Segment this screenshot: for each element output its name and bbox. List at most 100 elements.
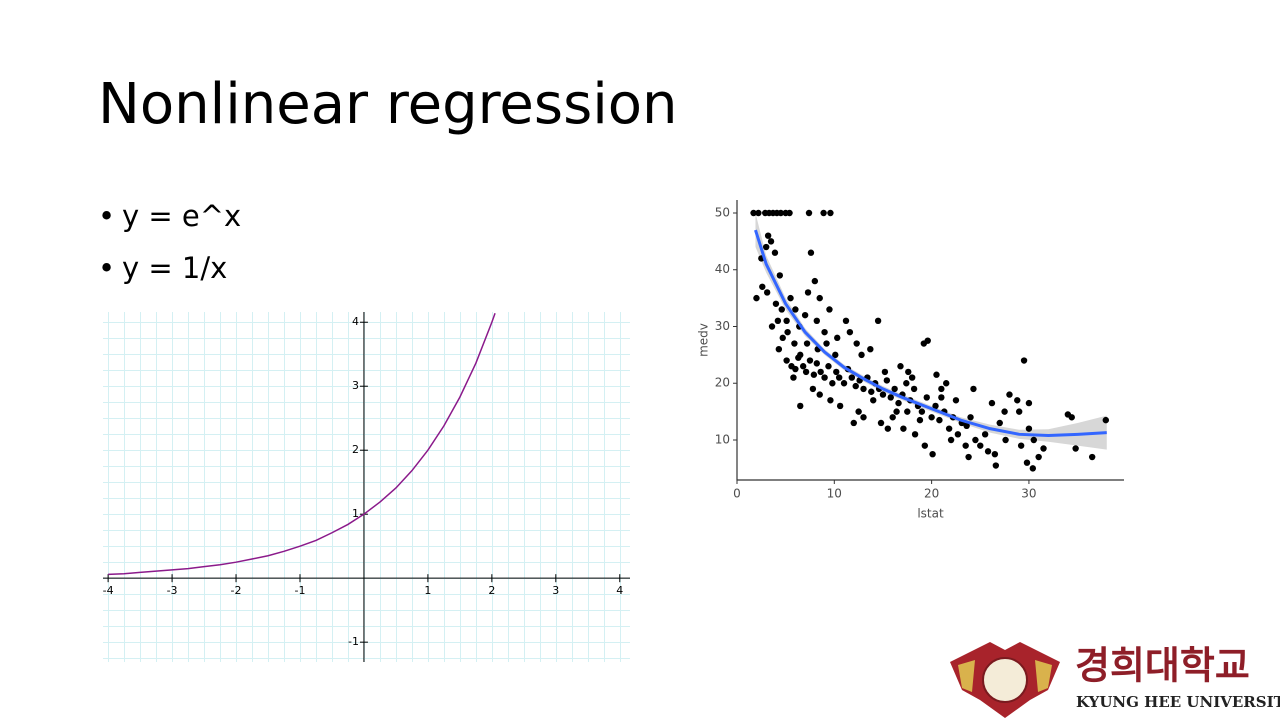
point xyxy=(962,442,969,449)
point xyxy=(833,368,840,376)
point xyxy=(967,414,974,421)
point xyxy=(817,368,824,376)
point xyxy=(938,394,945,401)
bullet-dot: • xyxy=(98,199,115,233)
point xyxy=(903,380,910,387)
point xyxy=(905,368,912,376)
point xyxy=(759,283,766,290)
point xyxy=(813,360,820,367)
point xyxy=(1002,436,1009,444)
point xyxy=(992,462,1000,469)
point xyxy=(816,294,823,302)
point xyxy=(893,408,900,415)
x-tick-label: 10 xyxy=(827,487,842,501)
point xyxy=(762,243,770,251)
point xyxy=(887,394,894,401)
axes xyxy=(736,200,1124,481)
y-tick-label: 10 xyxy=(715,432,730,446)
point xyxy=(996,419,1003,427)
point xyxy=(924,337,931,344)
y-tick-label: -1 xyxy=(348,635,359,648)
point xyxy=(791,340,798,347)
point xyxy=(835,374,843,381)
y-tick-label: 50 xyxy=(715,205,730,219)
point xyxy=(790,374,797,381)
point xyxy=(805,209,813,217)
point xyxy=(783,357,790,364)
point xyxy=(834,334,841,342)
point xyxy=(991,450,999,458)
y-tick-label: 2 xyxy=(352,443,359,456)
point xyxy=(816,391,823,398)
point xyxy=(804,289,812,296)
logo: 경희대학교 KYUNG HEE UNIVERSITY xyxy=(950,642,1280,718)
point xyxy=(1035,453,1042,461)
point xyxy=(826,306,833,313)
point xyxy=(921,442,929,449)
point xyxy=(772,300,780,307)
y-tick-label: 40 xyxy=(715,262,730,276)
bullet-dot: • xyxy=(98,251,115,285)
point xyxy=(984,448,992,455)
point xyxy=(936,416,943,424)
y-axis-title: medv xyxy=(697,323,711,357)
point xyxy=(803,340,811,347)
point xyxy=(977,442,984,449)
point xyxy=(784,328,791,336)
point xyxy=(1017,442,1025,449)
y-tick-label: 4 xyxy=(352,315,359,328)
point xyxy=(1025,425,1033,432)
point xyxy=(970,385,977,393)
point xyxy=(895,399,902,407)
point xyxy=(954,431,962,438)
point xyxy=(801,311,809,319)
point xyxy=(1072,445,1079,452)
point xyxy=(1006,391,1013,398)
x-tick-label: -3 xyxy=(167,584,178,597)
point xyxy=(1068,414,1075,421)
point xyxy=(883,377,891,384)
x-tick-label: -1 xyxy=(295,584,306,597)
x-tick-label: 0 xyxy=(733,487,741,501)
point xyxy=(897,363,904,370)
y-tick-label: 20 xyxy=(715,376,730,390)
point xyxy=(774,317,782,325)
point xyxy=(963,422,970,430)
point xyxy=(767,238,775,245)
point xyxy=(813,317,820,325)
point xyxy=(1040,445,1047,452)
x-tick-label: 20 xyxy=(924,487,939,501)
point xyxy=(852,382,859,390)
point xyxy=(911,431,919,438)
point xyxy=(842,317,850,325)
point xyxy=(755,209,762,217)
point xyxy=(795,354,802,361)
point xyxy=(787,294,794,302)
point xyxy=(825,363,832,370)
point xyxy=(820,209,827,217)
point xyxy=(792,365,799,373)
point xyxy=(874,317,882,325)
point xyxy=(1001,408,1008,415)
point xyxy=(965,453,972,461)
point xyxy=(889,414,896,421)
point xyxy=(918,408,926,415)
emblem-scroll xyxy=(958,660,1052,692)
point xyxy=(929,450,936,458)
point xyxy=(821,328,828,336)
point xyxy=(848,374,856,381)
point xyxy=(1102,416,1110,424)
point xyxy=(802,368,810,376)
point xyxy=(776,272,784,279)
point xyxy=(877,419,885,427)
point xyxy=(786,209,793,217)
point xyxy=(775,345,783,353)
point xyxy=(908,374,916,381)
point xyxy=(870,397,877,404)
point xyxy=(945,425,953,432)
point xyxy=(807,249,815,256)
point xyxy=(764,232,772,239)
point xyxy=(904,408,911,415)
point xyxy=(809,385,817,393)
